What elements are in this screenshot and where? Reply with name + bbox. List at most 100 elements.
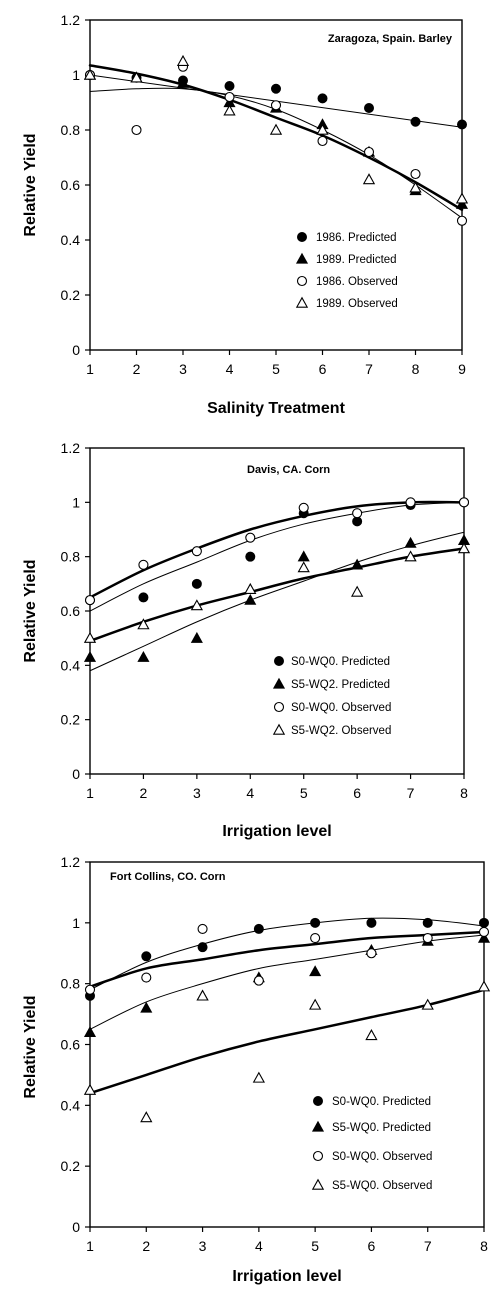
y-tick-label: 0.8 <box>61 976 81 992</box>
x-tick-label: 3 <box>179 361 187 377</box>
x-tick-label: 4 <box>255 1238 263 1254</box>
data-point <box>223 104 236 116</box>
legend-label: 1986. Predicted <box>316 232 397 244</box>
x-tick-label: 8 <box>460 785 468 801</box>
data-point <box>83 1026 97 1037</box>
legend-marker <box>297 232 307 242</box>
legend-label: S0-WQ0. Predicted <box>332 1096 431 1108</box>
plot-frame <box>89 19 463 351</box>
legend-item: S5-WQ2. Observed <box>272 723 391 737</box>
x-axis-label: Irrigation level <box>222 823 331 840</box>
legend-item: S0-WQ0. Observed <box>273 701 391 714</box>
fit-line <box>89 917 485 991</box>
y-tick-label: 0.6 <box>61 603 81 619</box>
x-tick-label: 5 <box>272 361 280 377</box>
y-tick-label: 0.2 <box>61 1158 81 1174</box>
data-point <box>245 532 256 543</box>
legend-item: S5-WQ2. Predicted <box>272 677 390 691</box>
data-point <box>197 942 208 953</box>
data-point <box>83 1083 97 1095</box>
data-point <box>352 508 363 519</box>
legend-marker <box>311 1178 325 1190</box>
legend: S0-WQ0. Predicted S5-WQ0. Predicted S0-W… <box>311 1096 432 1192</box>
data-point <box>196 989 209 1001</box>
data-point <box>458 497 470 508</box>
y-tick-label: 0.2 <box>61 712 81 728</box>
legend-label: S0-WQ0. Predicted <box>291 656 390 668</box>
data-point <box>176 77 190 88</box>
chart-panel-2: 0 0.2 0.4 0.6 0.8 1 1.2 1 2 3 4 5 6 7 8 Davis, CA. Co… <box>22 440 471 840</box>
markers <box>83 497 471 662</box>
fit-line <box>88 988 486 1095</box>
data-point <box>245 551 256 562</box>
data-point <box>138 592 149 603</box>
data-point <box>131 124 142 136</box>
x-tick-label: 3 <box>199 1238 207 1254</box>
y-tick-label: 0.8 <box>61 549 81 565</box>
x-ticks: 1 2 3 4 5 6 7 8 9 <box>86 350 466 377</box>
y-tick-label: 1 <box>72 494 80 510</box>
data-point <box>455 198 469 209</box>
y-tick-label: 1 <box>72 915 80 931</box>
data-point <box>137 650 150 662</box>
data-point <box>190 599 203 611</box>
fit-line <box>88 547 466 643</box>
data-point <box>457 542 471 554</box>
legend-symbol <box>297 232 307 242</box>
data-point <box>477 931 491 943</box>
data-point <box>224 81 235 91</box>
legend-symbol <box>274 656 284 666</box>
data-point <box>141 972 152 983</box>
y-tick-label: 0.2 <box>61 287 81 303</box>
data-point <box>309 965 322 977</box>
legend-label: 1989. Observed <box>316 298 398 310</box>
y-tick-label: 0 <box>72 342 80 358</box>
x-tick-label: 5 <box>311 1238 319 1254</box>
data-point <box>244 593 257 605</box>
y-tick-label: 0.4 <box>61 657 81 673</box>
legend-marker <box>313 1096 323 1106</box>
y-tick-label: 1.2 <box>61 12 81 28</box>
legend-item: S0-WQ0. Observed <box>312 1150 432 1163</box>
x-tick-label: 8 <box>480 1238 488 1254</box>
legend-symbol <box>295 296 309 308</box>
x-tick-label: 2 <box>133 361 141 377</box>
data-point <box>176 54 190 66</box>
data-point <box>140 1111 153 1123</box>
legend-marker <box>311 1120 325 1132</box>
legend-item: S5-WQ0. Predicted <box>311 1120 431 1134</box>
legend-item: 1989. Observed <box>295 296 398 310</box>
y-ticks: 0 0.2 0.4 0.6 0.8 1 1.2 <box>61 12 90 358</box>
data-point <box>310 917 321 928</box>
plot-area: 0 0.2 0.4 0.6 0.8 1 1.2 1 2 3 4 5 6 7 8 <box>61 440 471 801</box>
data-point <box>84 595 96 606</box>
x-ticks: 1 2 3 4 5 6 7 8 <box>86 774 468 801</box>
data-point <box>130 71 143 83</box>
y-tick-label: 1 <box>72 67 80 83</box>
data-point <box>137 618 150 630</box>
data-point <box>317 135 328 147</box>
legend-item: S5-WQ0. Observed <box>311 1178 432 1192</box>
data-point <box>190 631 203 643</box>
data-point <box>362 173 376 185</box>
y-axis-label: Relative Yield <box>22 995 39 1098</box>
data-point <box>310 932 321 944</box>
y-tick-label: 0.4 <box>61 232 81 248</box>
data-point <box>297 561 310 573</box>
data-point <box>83 631 97 643</box>
x-tick-label: 5 <box>300 785 308 801</box>
y-tick-label: 0.4 <box>61 1097 81 1113</box>
data-point <box>351 558 364 570</box>
y-tick-label: 0.6 <box>61 1037 81 1053</box>
data-point <box>404 536 417 548</box>
data-point <box>298 502 309 513</box>
data-point <box>252 1071 265 1083</box>
legend-symbol <box>272 723 286 735</box>
x-axis-label: Salinity Treatment <box>207 400 345 417</box>
legend-marker <box>273 701 285 713</box>
chart-title: Fort Collins, CO. Corn <box>110 871 226 883</box>
legend-marker <box>295 252 309 264</box>
data-point <box>421 998 434 1010</box>
x-tick-label: 3 <box>193 785 201 801</box>
x-tick-label: 4 <box>226 361 234 377</box>
